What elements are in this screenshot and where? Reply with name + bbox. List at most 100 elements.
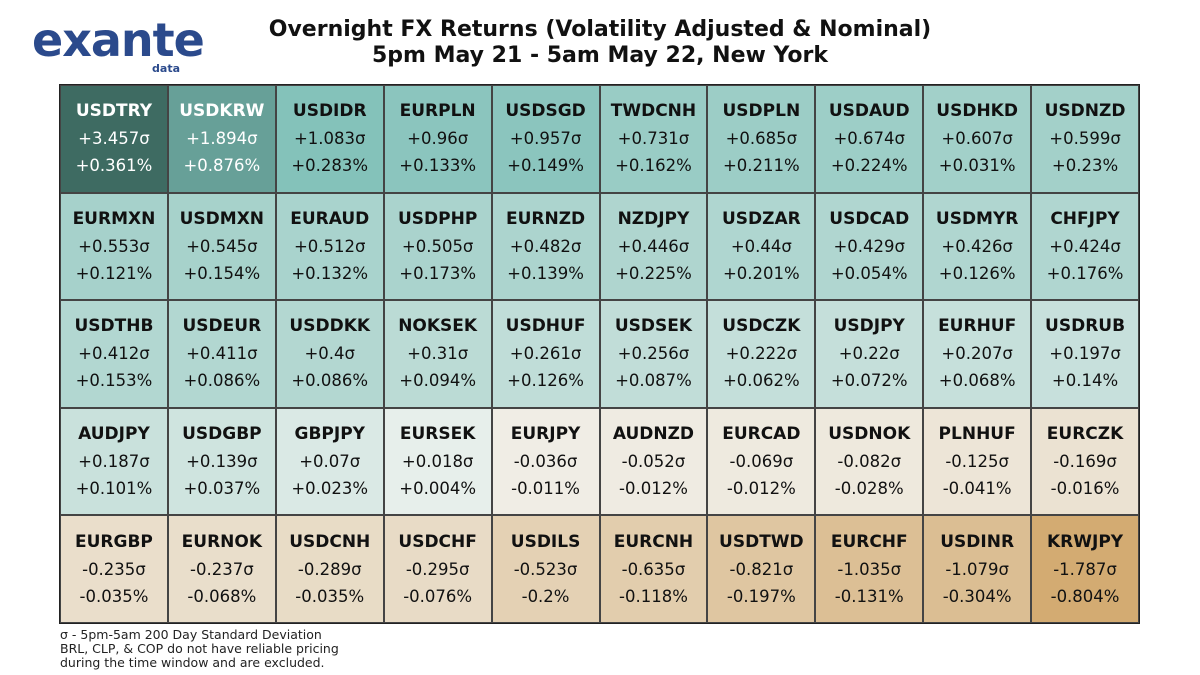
- cell-pct-value: +0.149%: [507, 156, 584, 176]
- heatmap-cell-eurnok: EURNOK -0.237σ -0.068%: [167, 515, 276, 623]
- cell-pair-label: USDSEK: [614, 316, 693, 337]
- cell-pair-label: TWDCNH: [610, 101, 697, 122]
- heatmap-cell-euraud: EURAUD +0.512σ +0.132%: [275, 192, 384, 301]
- cell-sigma-value: +0.187σ: [78, 452, 150, 472]
- cell-pair-label: EURCHF: [830, 531, 908, 552]
- cell-pair-label: USDHUF: [505, 316, 586, 337]
- cell-sigma-value: +0.197σ: [1049, 344, 1121, 364]
- cell-sigma-value: +0.674σ: [833, 129, 905, 149]
- cell-sigma-value: +1.894σ: [186, 129, 258, 149]
- cell-sigma-value: -1.079σ: [945, 559, 1009, 579]
- footnote-line: σ - 5pm-5am 200 Day Standard Deviation: [60, 627, 322, 642]
- cell-pct-value: +0.101%: [75, 479, 153, 499]
- cell-sigma-value: +0.07σ: [299, 452, 361, 472]
- cell-pair-label: PLNHUF: [938, 424, 1016, 445]
- heatmap-cell-usdinr: USDINR -1.079σ -0.304%: [923, 515, 1032, 623]
- heatmap-cell-usdtry: USDTRY +3.457σ +0.361%: [60, 85, 168, 193]
- cell-pair-label: NZDJPY: [617, 208, 690, 229]
- heatmap-cell-audjpy: AUDJPY +0.187σ +0.101%: [60, 407, 168, 516]
- chart-subtitle: 5pm May 21 - 5am May 22, New York: [371, 43, 829, 68]
- heatmap-cell-usdczk: USDCZK +0.222σ +0.062%: [707, 300, 816, 408]
- cell-pct-value: -0.118%: [619, 586, 688, 606]
- cell-pair-label: USDPLN: [722, 101, 801, 122]
- cell-pair-label: USDIDR: [292, 101, 367, 122]
- cell-sigma-value: +3.457σ: [78, 129, 150, 149]
- cell-sigma-value: -0.289σ: [297, 559, 362, 579]
- cell-sigma-value: +0.553σ: [78, 236, 150, 256]
- cell-pct-value: +0.283%: [291, 156, 369, 176]
- heatmap-cell-usdeur: USDEUR +0.411σ +0.086%: [167, 300, 276, 408]
- cell-sigma-value: +1.083σ: [293, 129, 366, 149]
- heatmap-cell-krwjpy: KRWJPY -1.787σ -0.804%: [1031, 515, 1139, 623]
- logo-subtitle: data: [152, 62, 180, 75]
- cell-sigma-value: +0.261σ: [509, 344, 582, 364]
- cell-pct-value: -0.035%: [295, 586, 365, 606]
- cell-pct-value: -0.012%: [619, 479, 688, 499]
- cell-pct-value: -0.2%: [521, 586, 570, 606]
- heatmap-cell-usdaud: USDAUD +0.674σ +0.224%: [815, 85, 924, 193]
- cell-pair-label: USDNOK: [828, 424, 911, 445]
- heatmap-cell-eurmxn: EURMXN +0.553σ +0.121%: [60, 192, 168, 301]
- cell-pair-label: KRWJPY: [1046, 531, 1124, 552]
- heatmap-cell-usdnzd: USDNZD +0.599σ +0.23%: [1031, 85, 1139, 193]
- heatmap-cell-nzdjpy: NZDJPY +0.446σ +0.225%: [599, 192, 708, 301]
- cell-sigma-value: +0.505σ: [401, 236, 474, 256]
- cell-pair-label: AUDJPY: [78, 424, 150, 445]
- heatmap-cell-usdchf: USDCHF -0.295σ -0.076%: [383, 515, 492, 623]
- heatmap-cell-usdphp: USDPHP +0.505σ +0.173%: [383, 192, 492, 301]
- cell-pair-label: USDTRY: [75, 101, 153, 122]
- heatmap-cell-usdsgd: USDSGD +0.957σ +0.149%: [491, 85, 600, 193]
- cell-pct-value: +0.068%: [938, 371, 1016, 391]
- cell-pair-label: USDPHP: [397, 208, 478, 229]
- heatmap-cell-usdcad: USDCAD +0.429σ +0.054%: [815, 192, 924, 301]
- cell-sigma-value: -0.821σ: [729, 559, 794, 579]
- cell-sigma-value: +0.96σ: [407, 129, 469, 149]
- cell-pct-value: +0.086%: [291, 371, 369, 391]
- cell-pair-label: EURJPY: [510, 424, 581, 445]
- cell-pair-label: EURSEK: [399, 424, 476, 445]
- cell-pct-value: +0.154%: [183, 263, 261, 283]
- cell-pair-label: USDZAR: [721, 208, 801, 229]
- cell-pair-label: USDMYR: [935, 208, 1019, 229]
- cell-pct-value: +0.086%: [183, 371, 261, 391]
- cell-pair-label: USDTHB: [74, 316, 154, 337]
- cell-pct-value: +0.132%: [291, 263, 369, 283]
- heatmap-cell-eurjpy: EURJPY -0.036σ -0.011%: [491, 407, 600, 516]
- cell-pct-value: +0.153%: [75, 371, 153, 391]
- cell-sigma-value: +0.207σ: [941, 344, 1013, 364]
- cell-sigma-value: -0.069σ: [729, 452, 794, 472]
- heatmap-cell-twdcnh: TWDCNH +0.731σ +0.162%: [599, 85, 708, 193]
- cell-pair-label: USDEUR: [182, 316, 262, 337]
- exante-logo: exante data: [32, 14, 205, 75]
- cell-pair-label: USDINR: [940, 531, 1015, 552]
- cell-pct-value: +0.14%: [1051, 371, 1119, 391]
- heatmap-cell-audnzd: AUDNZD -0.052σ -0.012%: [599, 407, 708, 516]
- cell-sigma-value: +0.22σ: [838, 344, 900, 364]
- cell-pct-value: +0.176%: [1046, 263, 1124, 283]
- heatmap-cell-usdils: USDILS -0.523σ -0.2%: [491, 515, 600, 623]
- cell-pair-label: NOKSEK: [398, 316, 478, 337]
- heatmap-cell-usdtwd: USDTWD -0.821σ -0.197%: [707, 515, 816, 623]
- cell-sigma-value: +0.731σ: [617, 129, 690, 149]
- cell-pair-label: USDCHF: [398, 531, 477, 552]
- heatmap-cell-eurhuf: EURHUF +0.207σ +0.068%: [923, 300, 1032, 408]
- cell-pct-value: -0.012%: [726, 479, 796, 499]
- cell-pair-label: USDAUD: [828, 101, 910, 122]
- heatmap-cell-eurcad: EURCAD -0.069σ -0.012%: [707, 407, 816, 516]
- cell-sigma-value: -0.082σ: [837, 452, 902, 472]
- cell-pct-value: +0.224%: [830, 156, 908, 176]
- cell-pct-value: -0.068%: [187, 586, 257, 606]
- cell-pair-label: USDCNH: [289, 531, 371, 552]
- chart-title: Overnight FX Returns (Volatility Adjuste…: [268, 17, 932, 42]
- cell-pct-value: -0.041%: [942, 479, 1012, 499]
- footnote-line: during the time window and are excluded.: [60, 655, 325, 670]
- footnote-line: BRL, CLP, & COP do not have reliable pri…: [60, 641, 339, 656]
- cell-pair-label: CHFJPY: [1050, 208, 1120, 229]
- logo-wordmark: exante: [32, 13, 205, 67]
- heatmap-cell-usdidr: USDIDR +1.083σ +0.283%: [275, 85, 384, 193]
- cell-sigma-value: +0.424σ: [1049, 236, 1121, 256]
- cell-pair-label: USDCAD: [829, 208, 910, 229]
- cell-sigma-value: +0.482σ: [509, 236, 582, 256]
- cell-pair-label: USDJPY: [833, 316, 905, 337]
- cell-pct-value: +0.094%: [399, 371, 477, 391]
